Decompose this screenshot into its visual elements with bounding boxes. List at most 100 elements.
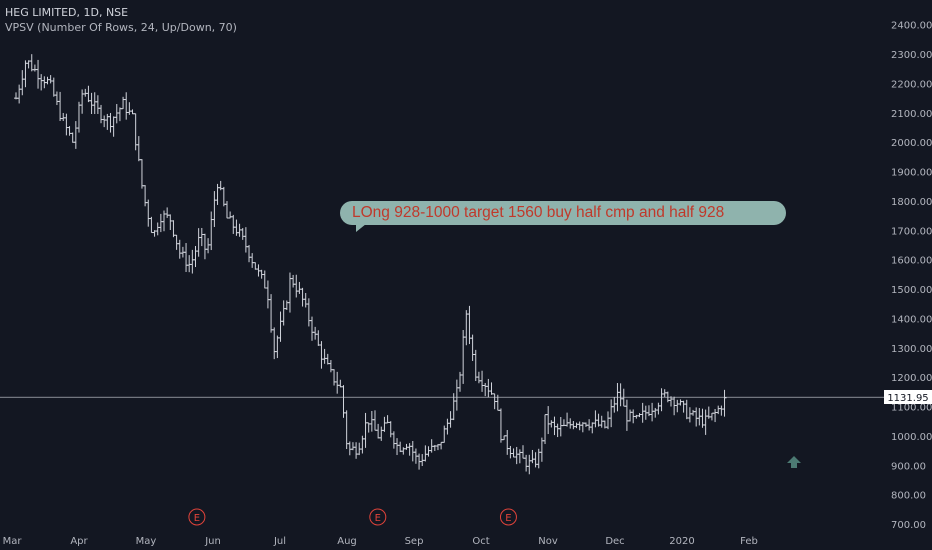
ohlc-bar — [209, 211, 214, 251]
ohlc-bar — [391, 431, 396, 449]
ohlc-bar — [709, 412, 714, 421]
ohlc-bar — [48, 75, 53, 84]
ohlc-bar — [678, 399, 683, 406]
x-tick-label: Aug — [337, 536, 357, 547]
ohlc-bar — [659, 388, 664, 412]
ohlc-bar — [54, 91, 59, 106]
earnings-marker[interactable]: E — [369, 508, 387, 526]
ohlc-bar — [278, 311, 283, 342]
ohlc-bar — [306, 298, 311, 327]
ohlc-bar — [139, 159, 144, 189]
ohlc-bar — [587, 419, 592, 431]
ohlc-bar — [80, 89, 85, 114]
ohlc-bar — [583, 422, 588, 427]
y-tick-label: 800.00 — [891, 491, 926, 502]
ohlc-bar — [470, 334, 475, 361]
earnings-marker[interactable]: E — [188, 508, 206, 526]
ohlc-bar — [489, 382, 494, 395]
ohlc-bar — [250, 253, 255, 268]
svg-text:E: E — [505, 513, 511, 524]
ohlc-bar — [612, 397, 617, 413]
price-axis: 700.00 800.00 900.00 1000.00 1100.00 1200.00 1… — [891, 21, 932, 531]
y-tick-label: 1500.00 — [891, 285, 932, 296]
ohlc-bar — [313, 326, 318, 340]
ohlc-bar — [316, 330, 321, 346]
ohlc-bar — [247, 245, 252, 263]
ohlc-bar — [508, 445, 513, 459]
y-tick-label: 1400.00 — [891, 314, 932, 325]
ohlc-bar — [486, 378, 491, 398]
y-tick-label: 2000.00 — [891, 138, 932, 149]
ohlc-bar — [168, 214, 173, 231]
ohlc-bar — [593, 410, 598, 428]
x-tick-label: Oct — [472, 536, 489, 547]
y-tick-label: 2300.00 — [891, 50, 932, 61]
ohlc-bar — [275, 335, 280, 359]
ohlc-bar — [423, 445, 428, 462]
time-axis: Mar Apr May Jun Jul Aug Sep Oct Nov Dec 2020 Feb — [3, 536, 758, 547]
y-tick-label: 1700.00 — [891, 226, 932, 237]
ohlc-bar — [303, 292, 308, 308]
ohlc-bar — [291, 274, 296, 288]
ohlc-bar — [454, 379, 459, 411]
ohlc-bar — [231, 214, 236, 234]
ohlc-bar — [624, 399, 629, 431]
callout-tail — [356, 224, 366, 232]
ohlc-bar — [543, 414, 548, 445]
ohlc-bar — [372, 410, 377, 431]
svg-text:E: E — [194, 513, 200, 524]
ohlc-bar — [385, 415, 390, 424]
y-tick-label: 1100.00 — [891, 403, 932, 414]
ohlc-bar — [571, 421, 576, 430]
x-tick-label: May — [136, 536, 157, 547]
y-tick-label: 1800.00 — [891, 197, 932, 208]
ohlc-bar — [89, 92, 94, 115]
ohlc-bar — [533, 452, 538, 468]
ohlc-bar — [174, 234, 179, 250]
ohlc-bar — [32, 64, 37, 72]
x-tick-label: Sep — [405, 536, 424, 547]
callout-annotation[interactable]: LOng 928-1000 target 1560 buy half cmp a… — [340, 201, 786, 225]
ohlc-bar — [36, 59, 41, 89]
ohlc-bar — [95, 95, 100, 114]
ohlc-bar — [483, 383, 488, 397]
ohlc-bar — [193, 245, 198, 268]
ohlc-bar — [527, 454, 532, 475]
ohlc-bar — [149, 216, 154, 234]
ohlc-bar — [379, 426, 384, 441]
ohlc-bar — [568, 418, 573, 429]
ohlc-bar — [498, 408, 503, 443]
ohlc-bar — [684, 399, 689, 420]
ohlc-bar — [558, 416, 563, 437]
ohlc-bar — [426, 446, 431, 457]
x-tick-label: Feb — [740, 536, 758, 547]
ohlc-bar — [691, 409, 696, 416]
y-tick-label: 1600.00 — [891, 256, 932, 267]
ohlc-bar — [212, 191, 217, 227]
earnings-marker[interactable]: E — [499, 508, 517, 526]
ohlc-bar — [108, 112, 113, 133]
ohlc-bar — [549, 420, 554, 428]
y-tick-label: 900.00 — [891, 461, 926, 472]
ohlc-bar — [17, 84, 22, 104]
ohlc-bar — [675, 399, 680, 413]
ohlc-bar — [243, 227, 248, 253]
ohlc-bar — [480, 370, 485, 392]
ohlc-bar — [294, 274, 299, 298]
ohlc-bar — [524, 454, 529, 472]
ohlc-bar — [272, 327, 277, 360]
ohlc-bar — [228, 211, 233, 219]
ohlc-bar — [637, 413, 642, 418]
ohlc-bar — [517, 449, 522, 464]
ohlc-bar — [319, 341, 324, 369]
ohlc-bar — [117, 107, 122, 122]
ohlc-bar — [350, 442, 355, 451]
ohlc-bar — [681, 400, 686, 413]
ohlc-bar — [577, 421, 582, 431]
ohlc-bar — [127, 102, 132, 115]
ohlc-bar — [335, 371, 340, 394]
y-tick-label: 1900.00 — [891, 168, 932, 179]
last-price-value: 1131.95 — [887, 393, 928, 404]
